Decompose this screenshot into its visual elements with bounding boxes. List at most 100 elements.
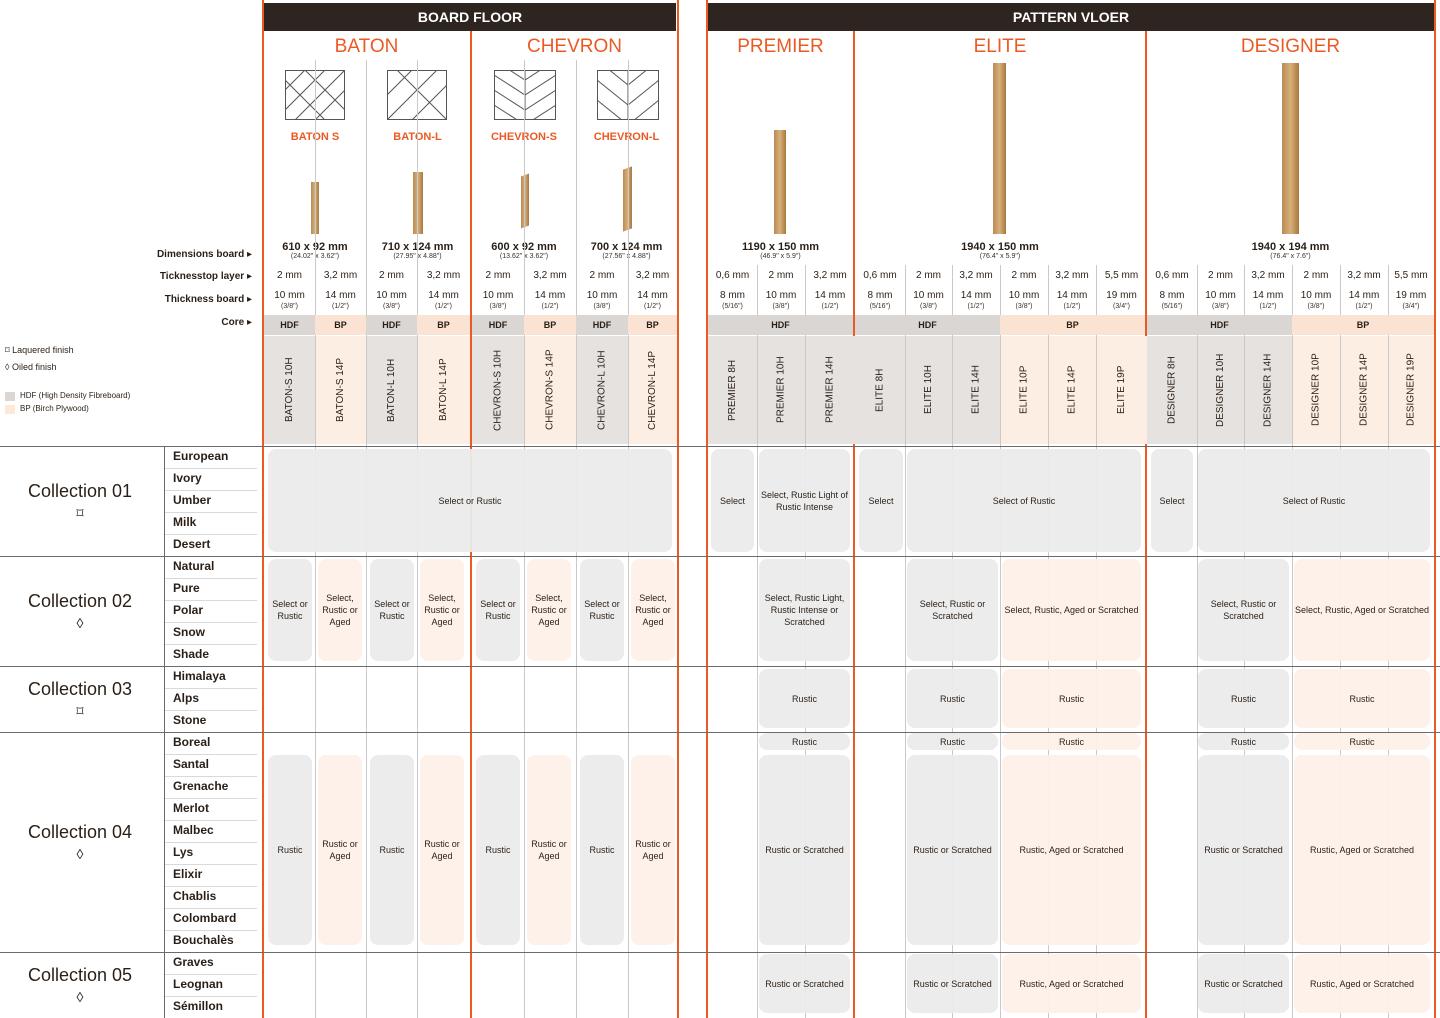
collection-divider (0, 666, 1440, 667)
row-divider (165, 776, 257, 777)
top-layer-value: 2 mm (1011, 270, 1037, 281)
row-divider (165, 798, 257, 799)
core-value: BP (315, 315, 366, 335)
product-code: CHEVRON-S 14P (544, 349, 556, 431)
row-divider (165, 534, 257, 535)
row-divider (165, 688, 257, 689)
thickness-inch-value: (1/2") (332, 303, 349, 310)
thickness-value: 10 mm (1205, 290, 1236, 301)
family-baton: BATON (334, 36, 399, 57)
availability-cell: Rustic (907, 733, 998, 750)
code-cell: ELITE 19P (1096, 336, 1147, 444)
availability-cell: Select, Rustic or Aged (420, 559, 464, 661)
thickness-value: 14 mm (814, 290, 846, 301)
collection-divider (164, 446, 165, 556)
collection-divider (164, 556, 165, 666)
availability-cell: Rustic or Scratched (1198, 954, 1289, 1013)
row-divider (165, 974, 257, 975)
row-divider (165, 930, 257, 931)
top-layer-value: 3,2 mm (426, 270, 461, 281)
product-code: ELITE 8H (874, 368, 886, 412)
code-cell: ELITE 14H (952, 336, 1000, 444)
thickness-value: 10 mm (586, 290, 618, 301)
dimension-block: 1190 x 150 mm (46.9" x 5.9") (741, 241, 820, 260)
top-layer-value: 3,2 mm (323, 270, 358, 281)
color-name: European (173, 449, 229, 463)
availability-cell: Rustic or Aged (527, 755, 571, 945)
availability-cell: Rustic, Aged or Scratched (1002, 954, 1141, 1013)
core-label: Core (221, 317, 245, 328)
row-divider (165, 996, 257, 997)
thickness-inch-value: (1/2") (1355, 303, 1373, 310)
product-code: DESIGNER 14H (1262, 353, 1274, 427)
collection-name: Collection 01 (27, 481, 133, 501)
color-name: Snow (173, 625, 205, 639)
availability-cell: Select, Rustic Light of Rustic Intense (759, 449, 850, 552)
color-name: Ivory (173, 471, 202, 485)
availability-cell: Rustic or Aged (420, 755, 464, 945)
availability-cell: Select, Rustic or Aged (631, 559, 675, 661)
availability-cell: Rustic (1002, 669, 1141, 728)
product-code: BATON-L 14P (438, 358, 449, 422)
thickness-value: 8 mm (720, 290, 745, 301)
divider (677, 0, 679, 1018)
family-chevron: CHEVRON (526, 36, 622, 57)
color-name: Malbec (173, 823, 214, 837)
row-divider (165, 512, 257, 513)
core-value: HDF (855, 315, 1000, 335)
top-layer-value: 0,6 mm (715, 270, 750, 281)
availability-cell: Select (859, 449, 903, 552)
top-layer-value: 2 mm (379, 270, 404, 281)
code-cell: DESIGNER 19P (1388, 336, 1434, 444)
top-layer-value: 2 mm (277, 270, 302, 281)
core-value: BP (1292, 315, 1434, 335)
row-divider (165, 908, 257, 909)
top-layer-value: 2 mm (916, 270, 941, 281)
availability-cell: Rustic (268, 755, 312, 945)
top-layer-value: 5,5 mm (1394, 270, 1428, 281)
availability-cell: Rustic (476, 755, 520, 945)
column-divider (1292, 265, 1293, 1018)
column-divider (1000, 265, 1001, 1018)
plank-image (413, 172, 423, 234)
oil-drop-icon: ◊ (76, 846, 84, 862)
collection-divider (0, 952, 1440, 953)
code-cell: DESIGNER 14H (1244, 336, 1292, 444)
collection-divider (164, 666, 165, 732)
thickness-inch-value: (1/2") (967, 303, 985, 310)
color-name: Pure (173, 581, 200, 595)
oil-drop-icon: ◊ (5, 362, 10, 372)
code-cell: DESIGNER 10H (1197, 336, 1244, 444)
thickness-inch-value: (5/16") (1161, 303, 1183, 310)
thickness-value: 14 mm (1252, 290, 1284, 301)
product-code: BATON-S 14P (335, 357, 346, 423)
availability-cell: Rustic (759, 669, 850, 728)
legend-laquered: ⌑ Laquered finish (5, 345, 74, 355)
thickness-inch-value: (1/2") (1063, 303, 1081, 310)
column-divider (757, 265, 758, 1018)
thickness-inch-value: (1/2") (821, 303, 839, 310)
bp-swatch (5, 405, 15, 414)
core-value: HDF (576, 315, 628, 335)
row-divider (165, 490, 257, 491)
code-cell: DESIGNER 10P (1292, 336, 1340, 444)
row-divider (165, 754, 257, 755)
availability-cell: Rustic or Aged (318, 755, 362, 945)
product-code: PREMIER 10H (775, 356, 787, 424)
product-code: DESIGNER 19P (1405, 353, 1417, 427)
availability-cell: Rustic (580, 755, 624, 945)
dimension-block: 700 x 124 mm (27.56" x 4.88") (590, 241, 663, 260)
code-cell: PREMIER 8H (708, 336, 757, 444)
laquered-finish-icon: ⌑ (5, 345, 10, 355)
availability-cell: Rustic (370, 755, 414, 945)
row-divider (165, 468, 257, 469)
core-value: HDF (1147, 315, 1292, 335)
product-code: ELITE 19P (1116, 365, 1127, 415)
collection-name: Collection 04 (27, 822, 133, 842)
row-divider (165, 644, 257, 645)
thickness-inch-value: (3/8") (772, 303, 790, 310)
top-layer-value: 2 mm (1208, 270, 1233, 281)
core-value: HDF (708, 315, 853, 335)
color-name: Leognan (173, 977, 223, 991)
color-name: Grenache (173, 779, 229, 793)
